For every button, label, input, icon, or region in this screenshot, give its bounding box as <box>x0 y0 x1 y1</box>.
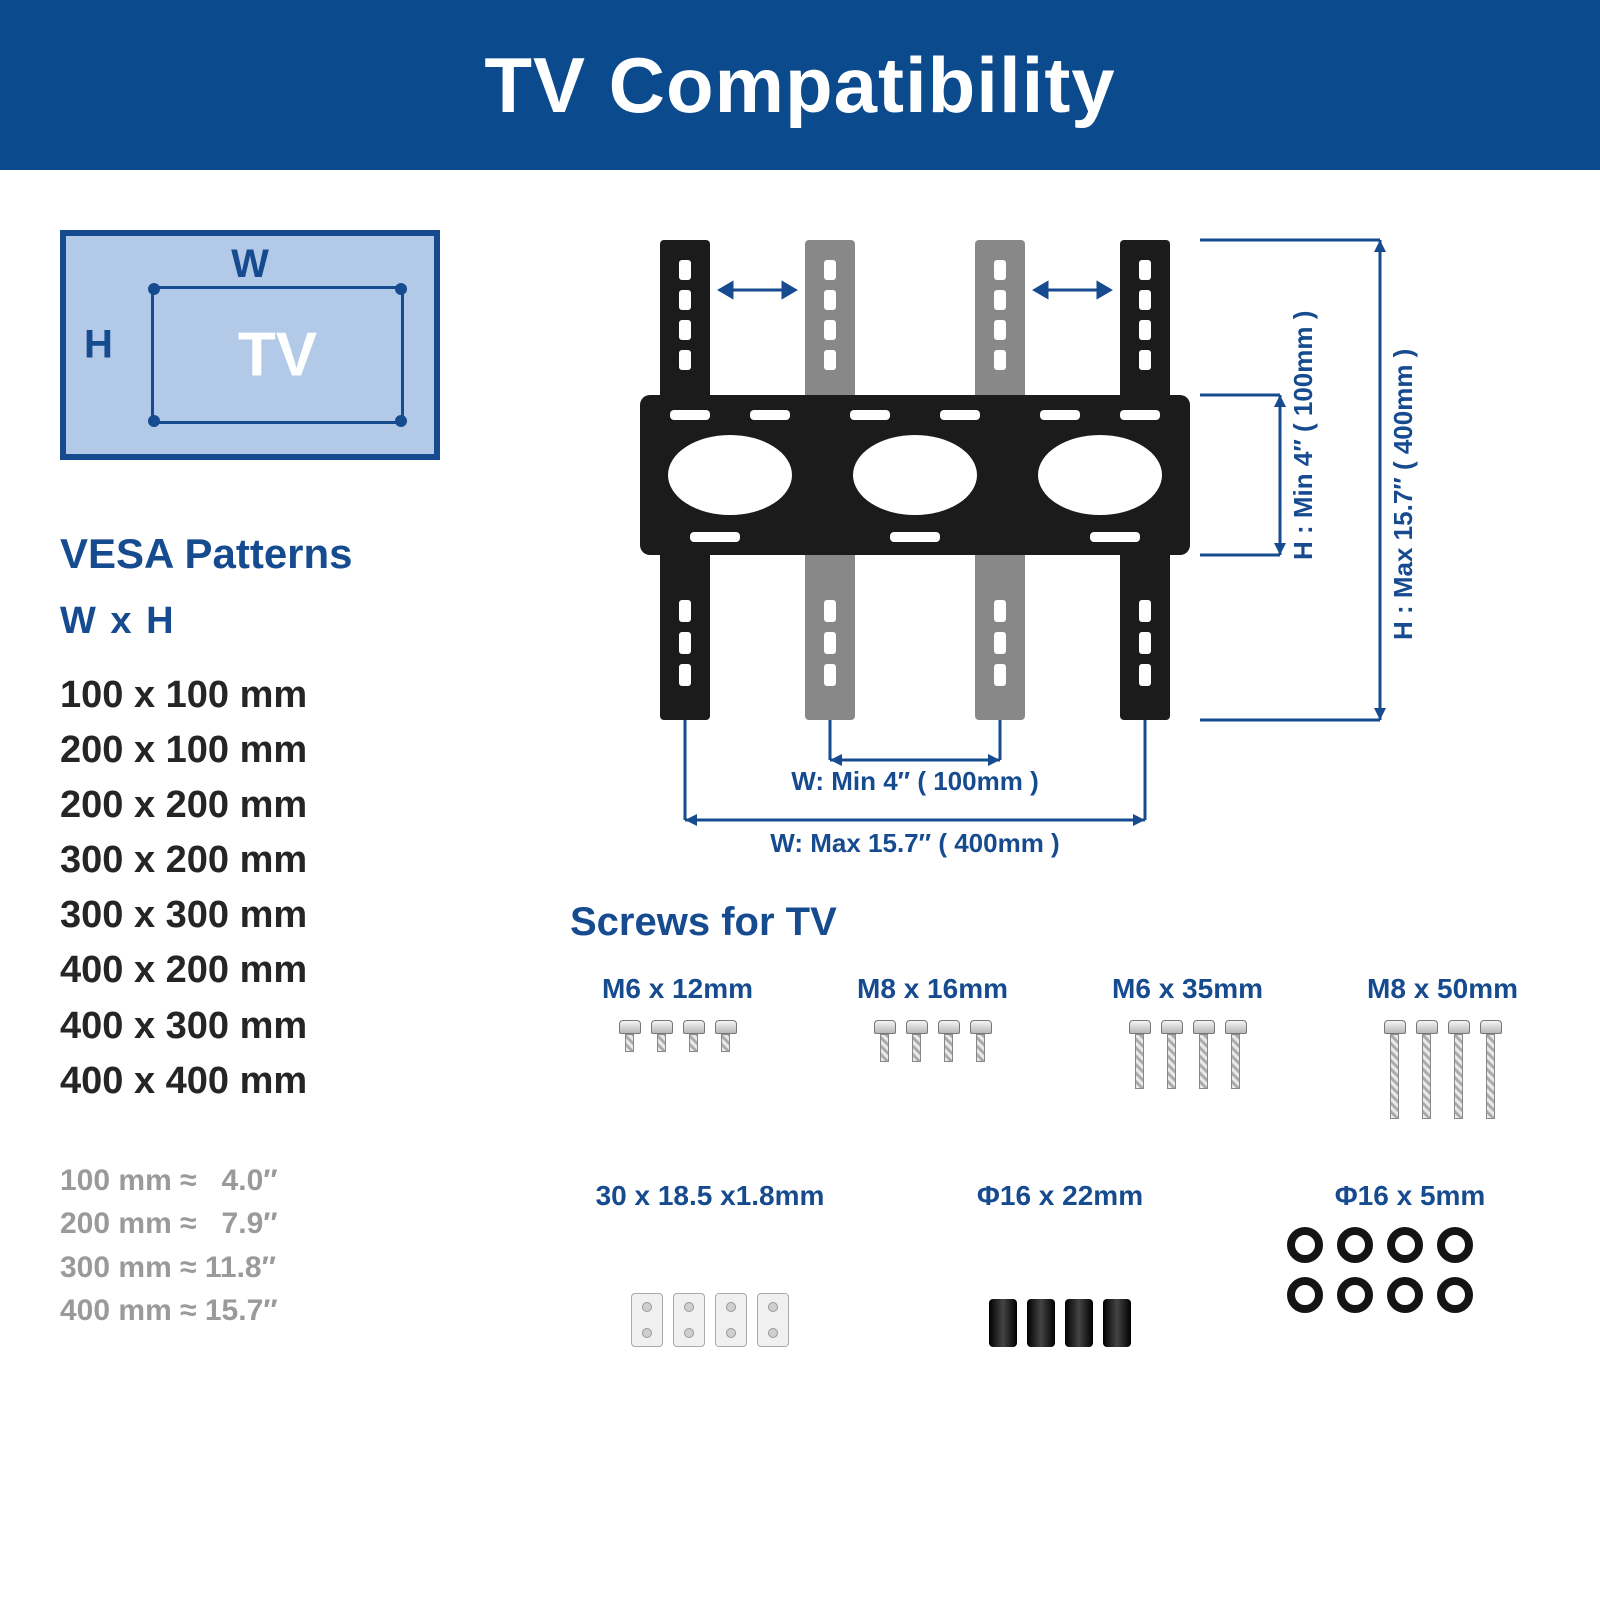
header-banner: TV Compatibility <box>0 0 1600 170</box>
bolt-icon <box>970 1020 992 1062</box>
screw-group: M8 x 50mm <box>1335 973 1550 1140</box>
content-area: W H TV VESA Patterns W x H 100 x 100 mm2… <box>0 170 1600 250</box>
vesa-title: VESA Patterns <box>60 530 353 578</box>
conversion-item: 100 mm ≈ 4.0″ <box>60 1159 353 1203</box>
bolt-icon <box>938 1020 960 1062</box>
vesa-pattern-item: 400 x 400 mm <box>60 1054 353 1109</box>
page-title: TV Compatibility <box>484 40 1115 131</box>
screws-title: Screws for TV <box>570 900 1550 945</box>
h-max-label: H : Max 15.7″ ( 400mm ) <box>1388 349 1418 640</box>
bolt-icon <box>683 1020 705 1052</box>
screws-row-1: M6 x 12mm M8 x 16mm M6 x 35mm M8 x 50mm <box>570 973 1550 1140</box>
w-max-label: W: Max 15.7″ ( 400mm ) <box>770 828 1059 858</box>
bolt-icon <box>1161 1020 1183 1089</box>
screw-label: M8 x 16mm <box>825 973 1040 1005</box>
tv-h-label: H <box>84 323 113 368</box>
screw-label: Φ16 x 5mm <box>1270 1180 1550 1212</box>
screw-group: M8 x 16mm <box>825 973 1040 1140</box>
w-min-label: W: Min 4″ ( 100mm ) <box>791 766 1038 796</box>
conversion-list: 100 mm ≈ 4.0″200 mm ≈ 7.9″300 mm ≈ 11.8″… <box>60 1159 353 1333</box>
bolt-icon <box>651 1020 673 1052</box>
washer-icon <box>1387 1227 1423 1263</box>
screw-group: M6 x 35mm <box>1080 973 1295 1140</box>
washer-icon <box>1287 1277 1323 1313</box>
screw-label: M6 x 12mm <box>570 973 785 1005</box>
washer-icon <box>1387 1277 1423 1313</box>
bracket-illustration: W: Min 4″ ( 100mm ) W: Max 15.7″ ( 400mm… <box>600 220 1520 860</box>
washer-icon <box>1337 1277 1373 1313</box>
bolt-icon <box>1129 1020 1151 1089</box>
vesa-dot <box>395 283 407 295</box>
vesa-dot <box>395 415 407 427</box>
tv-center-text: TV <box>238 320 317 391</box>
bolt-icon <box>874 1020 896 1062</box>
tv-w-label: W <box>66 242 434 287</box>
tv-inner-box: TV <box>151 286 404 424</box>
conversion-item: 200 mm ≈ 7.9″ <box>60 1202 353 1246</box>
screw-group: 30 x 18.5 x1.8mm <box>570 1180 850 1347</box>
vesa-list: 100 x 100 mm200 x 100 mm200 x 200 mm300 … <box>60 668 353 1109</box>
spacer-cylinder-icon <box>1027 1299 1055 1347</box>
h-min-label: H : Min 4″ ( 100mm ) <box>1288 311 1318 560</box>
conversion-item: 300 mm ≈ 11.8″ <box>60 1246 353 1290</box>
vesa-pattern-item: 300 x 300 mm <box>60 888 353 943</box>
vesa-dot <box>148 415 160 427</box>
screw-group: Φ16 x 5mm <box>1270 1180 1550 1347</box>
bolt-icon <box>715 1020 737 1052</box>
spacer-plate-icon <box>715 1293 747 1347</box>
washer-icon <box>1337 1227 1373 1263</box>
bolt-icon <box>1480 1020 1502 1119</box>
washer-icon <box>1287 1227 1323 1263</box>
bolt-icon <box>1448 1020 1470 1119</box>
screw-label: M6 x 35mm <box>1080 973 1295 1005</box>
vesa-pattern-item: 100 x 100 mm <box>60 668 353 723</box>
bolt-icon <box>1193 1020 1215 1089</box>
vesa-wh-header: W x H <box>60 600 353 643</box>
tv-vesa-diagram: W H TV <box>60 230 440 460</box>
washer-icon <box>1437 1227 1473 1263</box>
vesa-dot <box>148 283 160 295</box>
vesa-pattern-item: 400 x 300 mm <box>60 999 353 1054</box>
screw-group: M6 x 12mm <box>570 973 785 1140</box>
bolt-icon <box>1225 1020 1247 1089</box>
screws-section: Screws for TV M6 x 12mm M8 x 16mm M6 x 35m… <box>570 900 1550 1347</box>
screws-row-2: 30 x 18.5 x1.8mm Φ16 x 22mm Φ16 x 5mm <box>570 1180 1550 1347</box>
conversion-item: 400 mm ≈ 15.7″ <box>60 1289 353 1333</box>
bolt-icon <box>1416 1020 1438 1119</box>
spacer-plate-icon <box>631 1293 663 1347</box>
bolt-icon <box>619 1020 641 1052</box>
spacer-plate-icon <box>757 1293 789 1347</box>
screw-label: M8 x 50mm <box>1335 973 1550 1005</box>
vesa-pattern-item: 400 x 200 mm <box>60 943 353 998</box>
screw-group: Φ16 x 22mm <box>920 1180 1200 1347</box>
spacer-cylinder-icon <box>989 1299 1017 1347</box>
spacer-cylinder-icon <box>1103 1299 1131 1347</box>
bolt-icon <box>1384 1020 1406 1119</box>
vesa-pattern-item: 200 x 100 mm <box>60 723 353 778</box>
spacer-plate-icon <box>673 1293 705 1347</box>
screw-label: Φ16 x 22mm <box>920 1180 1200 1212</box>
vesa-pattern-item: 300 x 200 mm <box>60 833 353 888</box>
vesa-section: VESA Patterns W x H 100 x 100 mm200 x 10… <box>60 530 353 1333</box>
vesa-pattern-item: 200 x 200 mm <box>60 778 353 833</box>
bolt-icon <box>906 1020 928 1062</box>
screw-label: 30 x 18.5 x1.8mm <box>570 1180 850 1212</box>
spacer-cylinder-icon <box>1065 1299 1093 1347</box>
washer-icon <box>1437 1277 1473 1313</box>
